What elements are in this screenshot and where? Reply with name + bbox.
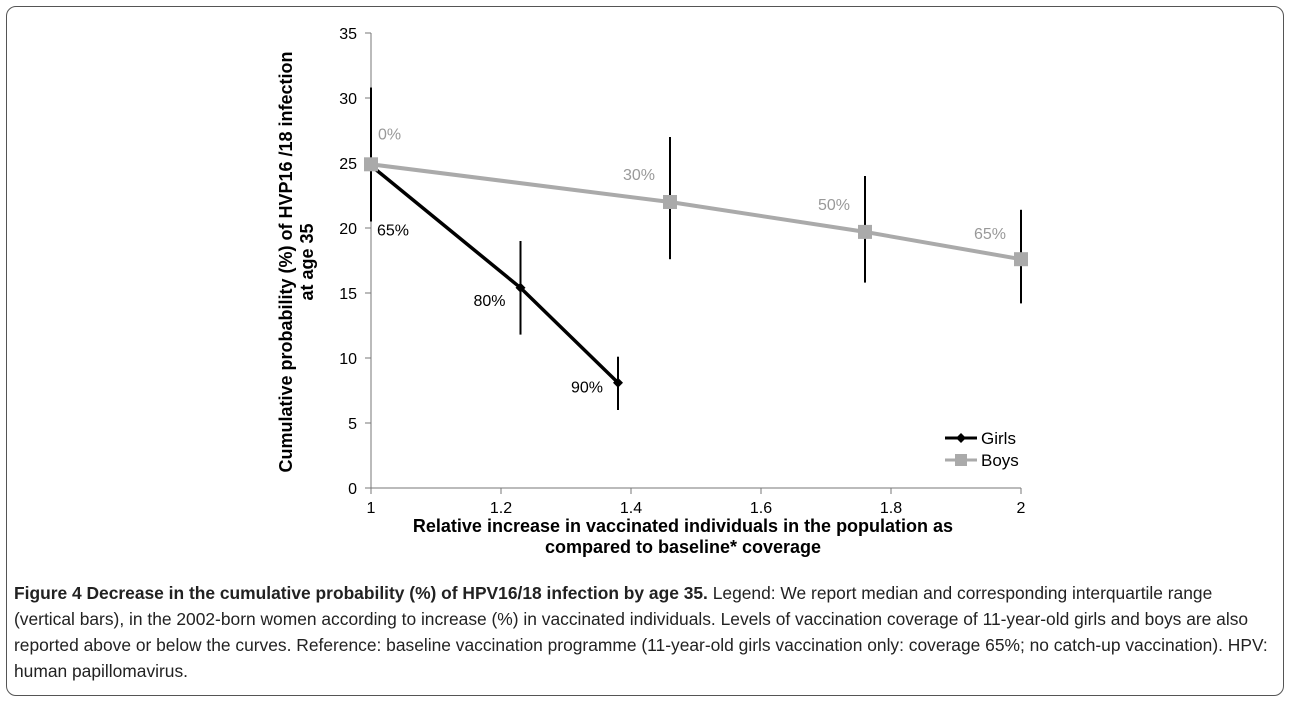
figure-caption: Figure 4 Decrease in the cumulative prob… — [14, 580, 1276, 684]
data-point — [364, 157, 378, 172]
legend-label: Boys — [981, 451, 1019, 470]
x-tick-label: 1 — [367, 500, 376, 517]
y-tick-label: 25 — [339, 156, 357, 173]
data-label: 90% — [571, 380, 603, 397]
data-label: 30% — [623, 167, 655, 184]
legend-marker — [956, 433, 966, 443]
y-axis-label-line: at age 35 — [297, 223, 317, 300]
x-tick-label: 1.6 — [750, 500, 772, 517]
data-label: 65% — [974, 226, 1006, 243]
legend: Girls Boys — [945, 429, 1019, 470]
data-label: 0% — [378, 126, 401, 143]
data-label: 65% — [377, 223, 409, 240]
x-tick-label: 1.4 — [620, 500, 642, 517]
caption-title: Figure 4 Decrease in the cumulative prob… — [14, 583, 708, 603]
y-tick-label: 10 — [339, 351, 357, 368]
x-tick-label: 1.2 — [490, 500, 512, 517]
legend-label: Girls — [981, 429, 1016, 448]
y-tick-label: 5 — [348, 416, 357, 433]
axes: 0 5 10 15 20 25 30 35 1 1.2 1.4 1.6 1.8 2 — [339, 26, 1025, 517]
y-tick-label: 35 — [339, 26, 357, 43]
y-tick-label: 15 — [339, 286, 357, 303]
x-axis-label-line: compared to baseline* coverage — [545, 537, 821, 557]
caption-text: Legend: We report median and correspondi… — [14, 583, 1268, 681]
x-tick-label: 2 — [1017, 500, 1026, 517]
series-line-girls — [369, 164, 620, 384]
y-tick-label: 0 — [348, 481, 357, 498]
x-axis-label: Relative increase in vaccinated individu… — [413, 516, 953, 557]
data-point — [858, 224, 872, 239]
data-point — [1014, 252, 1028, 267]
data-point — [663, 195, 677, 209]
chart: 0 5 10 15 20 25 30 35 1 1.2 1.4 1.6 1.8 2 65% 80% 90% 0%… — [276, 26, 1028, 557]
figure-frame — [6, 6, 1284, 696]
data-label: 50% — [818, 197, 850, 214]
series-line-boys — [370, 162, 1022, 262]
x-axis-label-line: Relative increase in vaccinated individu… — [413, 516, 953, 536]
y-tick-label: 20 — [339, 221, 357, 238]
x-tick-label: 1.8 — [880, 500, 902, 517]
y-axis-label-line: Cumulative probability (%) of HVP16 /18 … — [276, 51, 296, 472]
data-point — [613, 377, 623, 388]
legend-marker — [955, 454, 967, 466]
y-axis-label: Cumulative probability (%) of HVP16 /18 … — [276, 51, 317, 472]
data-point — [515, 282, 526, 293]
data-label: 80% — [474, 293, 506, 310]
series-layer: 65% 80% 90% 0% 30% 50% 65% — [364, 87, 1028, 410]
y-tick-label: 30 — [339, 91, 357, 108]
